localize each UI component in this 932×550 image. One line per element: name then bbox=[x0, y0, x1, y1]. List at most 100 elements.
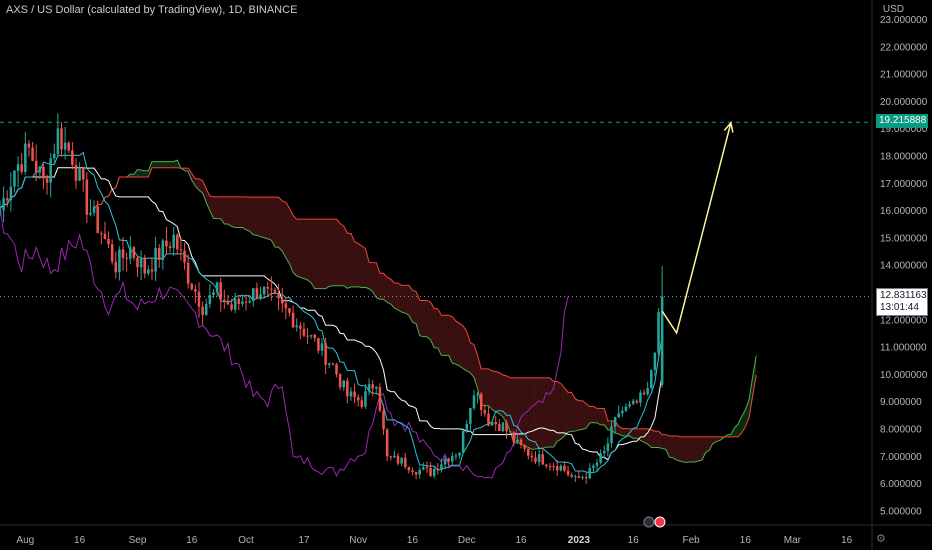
candle-body bbox=[103, 233, 107, 239]
cloud-segment bbox=[521, 377, 525, 447]
candle-body bbox=[595, 462, 599, 466]
cloud-segment bbox=[361, 245, 366, 288]
candle-body bbox=[71, 150, 74, 166]
candle-body bbox=[519, 439, 523, 446]
y-tick-label: 16.000000 bbox=[880, 206, 928, 217]
cloud-segment bbox=[647, 428, 652, 448]
cloud-segment bbox=[209, 196, 214, 219]
cloud-segment bbox=[484, 368, 489, 406]
cloud-segment bbox=[687, 436, 692, 463]
cloud-segment bbox=[213, 196, 218, 219]
y-tick-label: 7.000000 bbox=[880, 452, 922, 463]
cloud-segment bbox=[408, 285, 413, 323]
cloud-segment bbox=[289, 208, 294, 273]
projection-path[interactable] bbox=[661, 122, 732, 335]
cloud-segment bbox=[144, 170, 149, 178]
candle-body bbox=[610, 426, 613, 444]
cloud-segment bbox=[618, 426, 623, 436]
candle-body bbox=[458, 452, 461, 456]
candle-body bbox=[335, 364, 338, 375]
candle-body bbox=[327, 363, 331, 365]
cloud-segment bbox=[285, 202, 290, 264]
candle-body bbox=[118, 249, 121, 273]
candle-body bbox=[440, 464, 443, 471]
cloud-segment bbox=[622, 428, 626, 437]
cloud-segment bbox=[488, 368, 493, 410]
cloud-segment bbox=[350, 233, 355, 287]
cloud-segment bbox=[347, 233, 351, 289]
cloud-segment bbox=[665, 434, 670, 458]
cloud-segment bbox=[473, 344, 478, 389]
y-tick-label: 14.000000 bbox=[880, 261, 928, 272]
cloud-segment bbox=[282, 200, 286, 258]
candle-body bbox=[646, 387, 649, 395]
candle-body bbox=[331, 363, 335, 365]
y-tick-label: 22.000000 bbox=[880, 42, 928, 53]
candle-body bbox=[13, 170, 16, 187]
candle-body bbox=[136, 257, 139, 268]
candle-body bbox=[476, 393, 479, 396]
cloud-segment bbox=[141, 170, 145, 178]
candle-body bbox=[204, 304, 208, 315]
y-tick-label: 8.000000 bbox=[880, 425, 922, 436]
cloud-segment bbox=[448, 315, 453, 364]
candle-body bbox=[559, 465, 563, 471]
candle-body bbox=[85, 179, 89, 215]
gear-icon[interactable]: ⚙ bbox=[876, 533, 886, 545]
cloud-segment bbox=[271, 197, 275, 248]
cloud-segment bbox=[412, 290, 417, 324]
cloud-segment bbox=[586, 403, 590, 429]
cloud-segment bbox=[575, 398, 579, 432]
candle-body bbox=[183, 250, 186, 263]
candle-body bbox=[255, 288, 259, 300]
cloud-segment bbox=[253, 197, 257, 236]
cloud-segment bbox=[568, 392, 572, 433]
candle-body bbox=[16, 164, 20, 171]
cloud-segment bbox=[293, 215, 297, 276]
candle-body bbox=[613, 417, 617, 427]
x-tick-label: 16 bbox=[841, 535, 853, 546]
candle-body bbox=[411, 470, 414, 472]
candle-body bbox=[89, 212, 92, 215]
cloud-segment bbox=[535, 377, 540, 449]
candle-body bbox=[92, 206, 96, 213]
cloud-segment bbox=[369, 262, 373, 292]
candle-body bbox=[306, 335, 309, 337]
event-marker[interactable] bbox=[643, 516, 655, 528]
cloud-segment bbox=[748, 377, 753, 418]
candle-body bbox=[165, 240, 168, 247]
candle-body bbox=[212, 292, 215, 296]
candle-body bbox=[418, 469, 421, 475]
y-tick-label: 10.000000 bbox=[880, 370, 928, 381]
cloud-segment bbox=[307, 219, 312, 283]
leading-span-b-line bbox=[93, 167, 757, 438]
y-tick-label: 11.000000 bbox=[880, 343, 927, 354]
cloud-segment bbox=[600, 408, 605, 425]
cloud-segment bbox=[419, 300, 424, 337]
cloud-segment bbox=[426, 300, 431, 340]
candle-body bbox=[186, 262, 190, 284]
candle-body bbox=[432, 468, 436, 476]
cloud-segment bbox=[267, 197, 272, 241]
cloud-segment bbox=[571, 392, 576, 432]
cloud-segment bbox=[738, 416, 742, 437]
candle-body bbox=[479, 393, 483, 410]
cloud-segment bbox=[195, 178, 200, 191]
candle-body bbox=[534, 457, 537, 462]
candle-body bbox=[639, 392, 642, 403]
cloud-segment bbox=[445, 315, 449, 356]
cloud-segment bbox=[654, 431, 659, 448]
candle-body bbox=[349, 391, 353, 397]
event-marker[interactable] bbox=[654, 516, 666, 528]
candle-body bbox=[226, 301, 230, 305]
candle-body bbox=[487, 413, 490, 426]
candle-body bbox=[389, 456, 393, 458]
candle-body bbox=[42, 166, 45, 179]
base-line bbox=[0, 167, 663, 461]
candle-body bbox=[74, 165, 78, 181]
cloud-segment bbox=[502, 374, 507, 424]
candle-body bbox=[78, 167, 81, 181]
candle-body bbox=[657, 312, 660, 353]
y-tick-label: 17.000000 bbox=[880, 179, 928, 190]
